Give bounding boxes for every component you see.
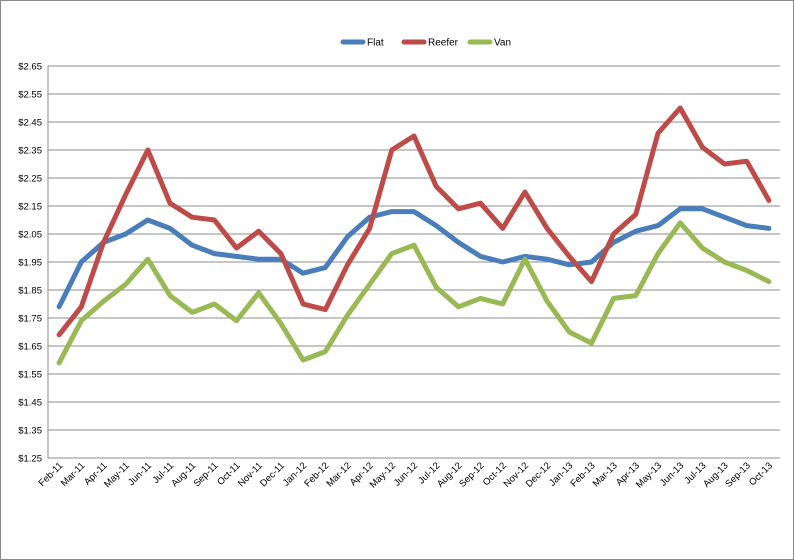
legend-label: Van (494, 38, 511, 49)
y-tick-label: $1.25 (18, 454, 42, 465)
y-tick-label: $1.35 (18, 426, 42, 437)
series-line-van (56, 220, 772, 366)
gridlines (47, 65, 780, 459)
y-tick-label: $2.45 (18, 118, 42, 129)
x-tick-label: Dec-11 (258, 460, 287, 489)
y-tick-label: $2.15 (18, 202, 42, 213)
x-tick-label: Sep-11 (192, 460, 221, 489)
y-tick-label: $1.75 (18, 314, 42, 325)
x-tick-label: Sep-12 (457, 460, 486, 489)
y-tick-label: $2.05 (18, 230, 42, 241)
y-axis-tick-labels: $2.65 $2.55 $2.45 $2.35 $2.25 $2.15 $2.05 $1.95… (18, 62, 42, 465)
legend-label: Flat (367, 38, 384, 49)
x-tick-label: Jun-12 (392, 460, 420, 488)
x-tick-label: Feb-11 (37, 460, 66, 489)
y-tick-label: $2.35 (18, 146, 42, 157)
x-tick-label: Mar-12 (325, 460, 354, 489)
series-lines (56, 105, 772, 366)
x-tick-label: Mar-13 (591, 460, 620, 489)
series-line-reefer (56, 105, 772, 338)
series-line-flat (56, 206, 772, 310)
x-tick-label: May-11 (102, 460, 132, 490)
y-tick-label: $1.65 (18, 342, 42, 353)
x-tick-label: Jun-11 (126, 460, 154, 488)
x-tick-label: Jun-13 (658, 460, 686, 488)
x-axis-tick-labels: Feb-11Mar-11Apr-11May-11Jun-11Jul-11Aug-… (37, 460, 775, 490)
x-tick-label: Mar-11 (59, 460, 88, 489)
y-tick-label: $2.25 (18, 174, 42, 185)
x-tick-label: Dec-12 (524, 460, 553, 489)
y-tick-label: $1.55 (18, 370, 42, 381)
y-tick-label: $2.55 (18, 90, 42, 101)
y-tick-label: $1.45 (18, 398, 42, 409)
y-tick-label: $1.85 (18, 286, 42, 297)
legend-label: Reefer (428, 38, 459, 49)
x-tick-label: Sep-13 (723, 460, 752, 489)
x-tick-label: Oct-13 (747, 460, 775, 488)
y-tick-label: $1.95 (18, 258, 42, 269)
legend: Flat Reefer Van (340, 38, 511, 49)
y-tick-label: $2.65 (18, 62, 42, 73)
